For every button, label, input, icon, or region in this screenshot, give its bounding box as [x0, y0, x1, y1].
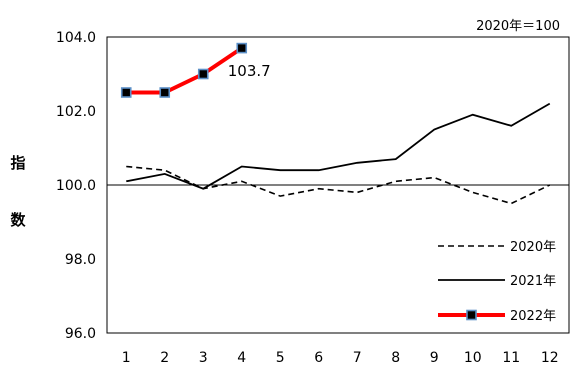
data-point-marker: [159, 87, 171, 98]
series-line-2: [126, 102, 551, 190]
x-tick-label: 4: [237, 350, 246, 365]
legend-label: 2020年: [510, 240, 556, 255]
y-tick-label: 96.0: [65, 326, 96, 342]
y-axis-label-char-1: 指: [10, 154, 25, 172]
y-tick-label: 100.0: [56, 178, 96, 194]
x-tick-label: 11: [502, 350, 520, 365]
x-tick-label: 2: [160, 350, 169, 365]
data-point-marker: [236, 42, 248, 54]
data-label: 103.7: [228, 62, 271, 80]
unit-note: 2020年＝100: [476, 19, 560, 34]
y-tick-label: 102.0: [56, 104, 96, 120]
x-tick-label: 1: [122, 350, 131, 365]
x-tick-label: 3: [199, 350, 208, 365]
x-tick-label: 9: [430, 350, 439, 365]
x-tick-label: 5: [276, 350, 285, 365]
legend-label: 2021年: [510, 274, 556, 289]
legend-marker: [466, 309, 477, 321]
y-tick-label: 104.0: [56, 30, 96, 46]
x-tick-label: 12: [541, 350, 559, 365]
y-axis-label-char-2: 数: [10, 211, 26, 229]
x-tick-label: 8: [391, 350, 400, 365]
x-tick-label: 10: [464, 350, 482, 365]
data-point-marker: [197, 68, 209, 80]
series-line-3: [126, 46, 243, 95]
y-tick-label: 98.0: [65, 252, 96, 268]
data-point-marker: [120, 87, 132, 98]
x-tick-label: 6: [314, 350, 323, 365]
legend-label: 2022年: [510, 309, 556, 324]
x-tick-label: 7: [353, 350, 362, 365]
